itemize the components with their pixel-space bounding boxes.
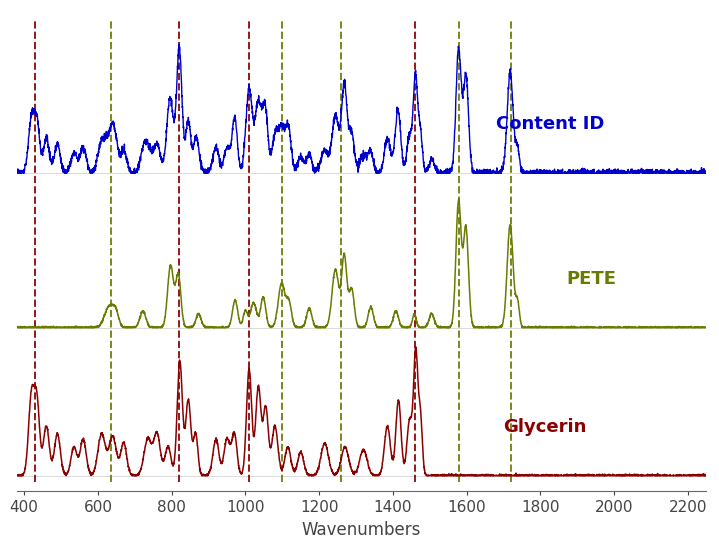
Text: Glycerin: Glycerin xyxy=(503,418,587,436)
Text: Content ID: Content ID xyxy=(496,115,605,133)
Text: PETE: PETE xyxy=(566,270,616,288)
X-axis label: Wavenumbers: Wavenumbers xyxy=(302,521,421,539)
